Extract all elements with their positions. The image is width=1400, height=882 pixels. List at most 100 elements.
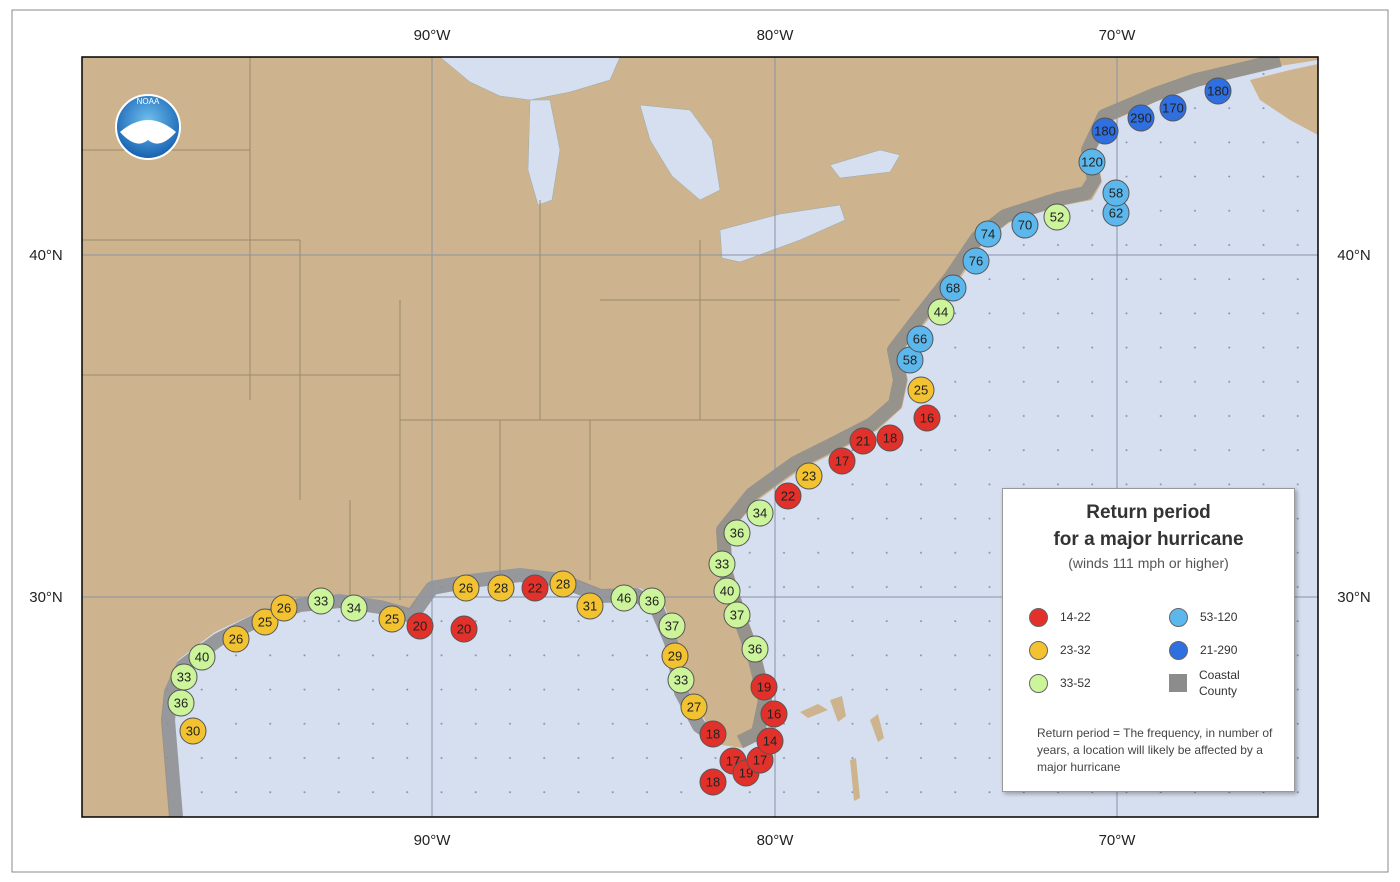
marker-label: 26 — [229, 632, 243, 647]
marker-label: 25 — [914, 383, 928, 398]
marker — [251, 608, 279, 636]
marker — [849, 427, 877, 455]
marker — [667, 666, 695, 694]
marker — [1091, 117, 1119, 145]
canada-maritimes — [1250, 64, 1318, 135]
marker-label: 33 — [177, 670, 191, 685]
marker — [699, 768, 727, 796]
axis-labels: 90°W 90°W 80°W 80°W 70°W 70°W 40°N 40°N 30°N 30°N — [29, 27, 1371, 849]
marker-label: 180 — [1094, 124, 1116, 139]
marker-label: 23 — [802, 469, 816, 484]
marker — [188, 643, 216, 671]
marker-label: 58 — [1109, 186, 1123, 201]
marker — [741, 635, 769, 663]
logo-text: NOAA — [137, 97, 160, 106]
marker — [756, 727, 784, 755]
marker-label: 18 — [706, 727, 720, 742]
lat-label: 30°N — [29, 589, 63, 606]
marker — [907, 376, 935, 404]
marker — [962, 247, 990, 275]
marker — [222, 625, 250, 653]
marker — [179, 717, 207, 745]
marker-label: 19 — [757, 680, 771, 695]
legend-swatch — [1029, 640, 1048, 660]
marker — [576, 592, 604, 620]
legend-label: 53-120 — [1200, 610, 1238, 624]
marker — [927, 298, 955, 326]
marker — [1043, 203, 1071, 231]
legend-item: 33-52 — [1029, 671, 1169, 695]
marker-label: 28 — [556, 577, 570, 592]
marker — [746, 499, 774, 527]
marker — [170, 663, 198, 691]
marker — [713, 577, 741, 605]
lat-label: 40°N — [1337, 247, 1371, 264]
legend-item: Coastal County — [1169, 668, 1289, 698]
marker-label: 76 — [969, 254, 983, 269]
marker-label: 36 — [645, 594, 659, 609]
marker-label: 17 — [835, 454, 849, 469]
marker — [974, 220, 1002, 248]
marker — [699, 720, 727, 748]
marker — [1127, 104, 1155, 132]
marker-label: 58 — [903, 353, 917, 368]
marker — [406, 612, 434, 640]
legend: Return period for a major hurricane (win… — [1002, 488, 1295, 792]
legend-label: Coastal County — [1199, 668, 1240, 698]
marker — [828, 447, 856, 475]
marker-label: 26 — [277, 601, 291, 616]
marker — [913, 404, 941, 432]
marker-label: 74 — [981, 227, 995, 242]
marker — [723, 601, 751, 629]
marker-label: 40 — [720, 584, 734, 599]
marker-label: 33 — [314, 594, 328, 609]
marker — [487, 574, 515, 602]
lat-label: 40°N — [29, 247, 63, 264]
marker — [452, 574, 480, 602]
lon-label: 70°W — [1099, 27, 1137, 44]
marker — [876, 424, 904, 452]
marker-label: 52 — [1050, 210, 1064, 225]
marker — [1159, 94, 1187, 122]
marker-label: 37 — [665, 619, 679, 634]
legend-item: 23-32 — [1029, 638, 1169, 662]
legend-item: 53-120 — [1169, 605, 1289, 629]
legend-item: 21-290 — [1169, 638, 1289, 662]
marker-label: 25 — [258, 615, 272, 630]
marker-label: 36 — [174, 696, 188, 711]
lon-label: 90°W — [414, 832, 452, 849]
legend-note: Return period = The frequency, in number… — [1037, 726, 1273, 774]
marker — [906, 325, 934, 353]
marker — [680, 693, 708, 721]
marker — [939, 274, 967, 302]
legend-subtitle: (winds 111 mph or higher) — [1068, 555, 1229, 571]
legend-label: 14-22 — [1060, 610, 1091, 624]
marker-label: 33 — [715, 557, 729, 572]
markers: 30 36 33 40 26 25 26 33 34 25 20 20 26 28 22 28 31 46 36 37… — [167, 77, 1232, 796]
marker-label: 25 — [385, 612, 399, 627]
legend-title: for a major hurricane — [1053, 529, 1244, 550]
marker — [270, 594, 298, 622]
marker — [658, 612, 686, 640]
marker-label: 70 — [1018, 218, 1032, 233]
marker-label: 27 — [687, 700, 701, 715]
lon-label: 70°W — [1099, 832, 1137, 849]
marker-label: 46 — [617, 591, 631, 606]
marker — [795, 462, 823, 490]
marker-label: 31 — [583, 599, 597, 614]
marker-label: 22 — [781, 489, 795, 504]
legend-item: 14-22 — [1029, 605, 1169, 629]
marker-label: 170 — [1162, 101, 1184, 116]
legend-swatch — [1169, 674, 1187, 692]
marker-label: 16 — [767, 707, 781, 722]
marker — [549, 570, 577, 598]
marker-label: 68 — [946, 281, 960, 296]
frame — [11, 9, 1389, 873]
marker — [307, 587, 335, 615]
marker — [1011, 211, 1039, 239]
marker — [1102, 179, 1130, 207]
marker — [638, 587, 666, 615]
marker-label: 22 — [528, 581, 542, 596]
noaa-logo: NOAA — [115, 94, 181, 160]
